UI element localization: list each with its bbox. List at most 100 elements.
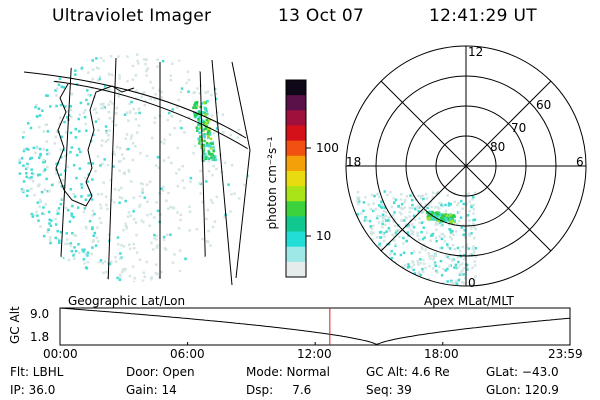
emission-pixel	[53, 142, 57, 145]
polar-aurora-pixel	[433, 218, 436, 221]
emission-pixel	[119, 146, 122, 150]
emission-pixel	[87, 102, 90, 106]
polar-emission-pixel	[364, 195, 367, 199]
polar-emission-pixel	[419, 196, 423, 199]
polar-emission-pixel	[472, 195, 475, 199]
polar-emission-pixel	[357, 202, 360, 206]
polar-emission-pixel	[442, 282, 445, 285]
emission-pixel	[122, 228, 125, 232]
emission-pixel	[142, 271, 146, 274]
polar-emission-pixel	[448, 235, 452, 239]
emission-pixel	[93, 212, 96, 216]
emission-pixel	[132, 217, 136, 221]
polar-emission-pixel	[374, 207, 378, 211]
emission-pixel	[125, 133, 129, 136]
emission-pixel	[58, 239, 61, 242]
polar-emission-pixel	[405, 195, 409, 198]
emission-pixel	[168, 133, 172, 136]
emission-pixel	[63, 120, 66, 124]
polar-emission-pixel	[469, 253, 473, 256]
polar-emission-pixel	[381, 203, 384, 206]
aurora-pixel	[207, 157, 211, 160]
polar-emission-pixel	[384, 214, 388, 218]
polar-emission-pixel	[434, 206, 437, 209]
polar-emission-pixel	[386, 193, 389, 197]
emission-pixel	[108, 73, 111, 76]
polar-emission-pixel	[470, 203, 473, 207]
glon-info: GLon: 120.9	[486, 383, 559, 397]
polar-emission-pixel	[441, 233, 445, 236]
emission-pixel	[56, 209, 59, 212]
polar-emission-pixel	[380, 206, 384, 209]
polar-emission-pixel	[382, 209, 386, 213]
emission-pixel	[75, 176, 78, 180]
emission-pixel	[105, 129, 108, 133]
emission-pixel	[153, 98, 156, 101]
emission-pixel	[55, 87, 59, 90]
polar-emission-pixel	[447, 202, 451, 205]
emission-pixel	[126, 80, 129, 83]
polar-emission-pixel	[439, 259, 443, 263]
emission-pixel	[213, 220, 217, 223]
polar-emission-pixel	[463, 277, 467, 280]
polar-emission-pixel	[474, 255, 478, 259]
emission-pixel	[46, 165, 49, 169]
aurora-pixel	[194, 101, 197, 105]
polar-emission-pixel	[451, 229, 454, 233]
polar-emission-pixel	[434, 223, 437, 227]
polar-emission-pixel	[370, 227, 374, 231]
colorbar-segment	[286, 95, 306, 111]
polar-emission-pixel	[356, 215, 360, 218]
emission-pixel	[67, 258, 71, 262]
polar-emission-pixel	[444, 269, 448, 272]
emission-pixel	[176, 106, 179, 109]
emission-pixel	[188, 229, 191, 232]
aurora-pixel	[205, 141, 209, 145]
emission-pixel	[212, 132, 216, 135]
polar-emission-pixel	[370, 231, 373, 234]
polar-emission-pixel	[387, 219, 390, 222]
emission-pixel	[20, 189, 24, 193]
emission-pixel	[32, 146, 36, 150]
emission-pixel	[85, 227, 88, 230]
polar-emission-pixel	[376, 214, 379, 218]
emission-pixel	[131, 78, 135, 81]
polar-emission-pixel	[356, 212, 360, 216]
longitude-line-east	[211, 59, 233, 286]
emission-pixel	[48, 222, 51, 225]
aurora-pixel	[204, 152, 207, 156]
emission-pixel	[72, 215, 75, 219]
colorbar-unit-label: photon cm⁻²s⁻¹	[265, 136, 279, 230]
polar-emission-pixel	[383, 206, 387, 209]
emission-pixel	[76, 206, 80, 209]
emission-pixel	[230, 193, 233, 196]
polar-emission-pixel	[459, 263, 462, 267]
polar-emission-pixel	[473, 236, 476, 240]
emission-pixel	[70, 146, 74, 149]
emission-pixel	[77, 243, 80, 246]
aurora-pixel	[209, 145, 212, 148]
emission-pixel	[212, 164, 215, 168]
emission-pixel	[69, 150, 72, 154]
polar-emission-pixel	[461, 262, 464, 266]
aurora-pixel	[201, 120, 204, 124]
emission-pixel	[64, 242, 67, 246]
polar-emission-pixel	[420, 221, 424, 225]
emission-pixel	[20, 188, 24, 191]
polar-emission-pixel	[420, 230, 423, 234]
emission-pixel	[74, 127, 77, 131]
emission-pixel	[27, 189, 31, 192]
emission-pixel	[201, 200, 204, 204]
polar-emission-pixel	[380, 200, 383, 204]
emission-pixel	[80, 186, 84, 189]
colorbar-segment	[286, 216, 306, 233]
emission-pixel	[136, 59, 139, 63]
polar-emission-pixel	[410, 232, 413, 236]
polar-emission-pixel	[422, 197, 425, 201]
polar-emission-pixel	[422, 262, 426, 266]
emission-pixel	[42, 161, 45, 164]
polar-emission-pixel	[414, 207, 417, 211]
emission-pixel	[188, 210, 192, 213]
polar-emission-pixel	[468, 200, 471, 203]
